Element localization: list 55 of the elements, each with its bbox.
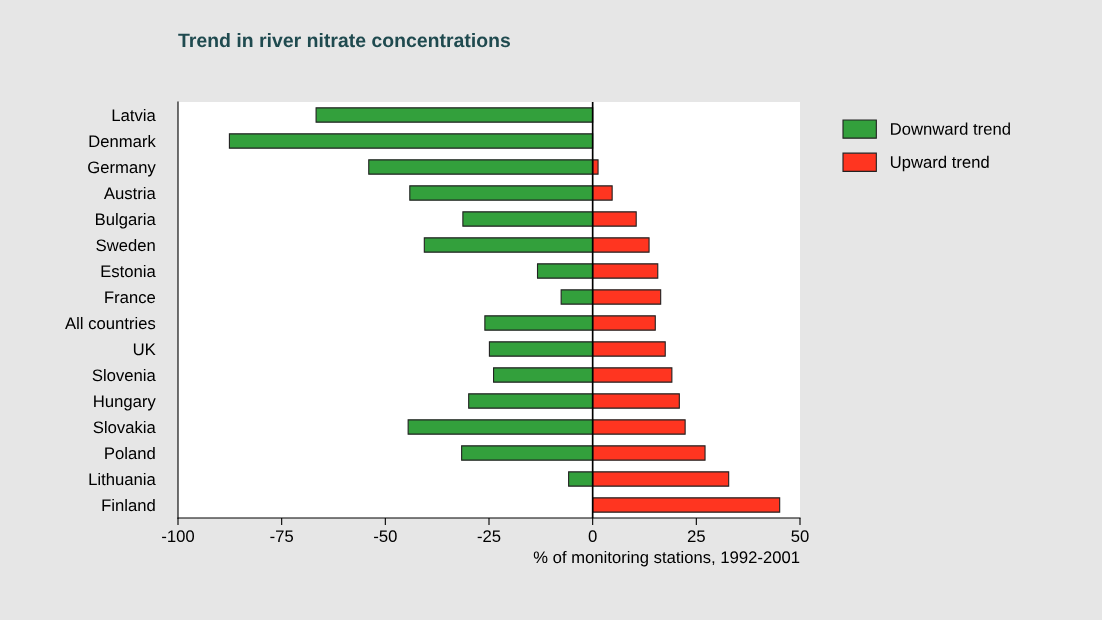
bar — [592, 471, 730, 487]
bar — [592, 237, 650, 253]
bar — [568, 471, 594, 487]
x-axis-title: % of monitoring stations, 1992-2001 — [533, 550, 800, 567]
y-tick-label: Germany — [88, 161, 156, 177]
chart-title: Trend in river nitrate concentrations — [178, 32, 510, 48]
bar — [493, 367, 594, 383]
bar — [368, 159, 594, 175]
bar — [315, 107, 594, 123]
bar — [592, 445, 706, 461]
x-tick-label: 50 — [791, 530, 809, 543]
y-tick-label: UK — [133, 343, 156, 356]
y-tick-label: Estonia — [101, 264, 156, 278]
y-tick-label: France — [105, 291, 156, 304]
y-tick-label: Slovakia — [93, 420, 156, 434]
bar — [560, 289, 594, 305]
y-tick-label: Lithuania — [89, 472, 156, 486]
bar — [484, 315, 594, 331]
bar — [468, 393, 594, 409]
bar — [228, 133, 594, 149]
y-tick-label: Finland — [102, 498, 155, 512]
x-tick-label: -50 — [374, 530, 397, 543]
bar — [592, 367, 673, 383]
bar — [423, 237, 594, 253]
bar — [462, 211, 594, 227]
y-tick-label: Bulgaria — [96, 212, 156, 229]
bar — [592, 211, 637, 227]
y-tick-label: Poland — [105, 446, 155, 460]
y-tick-label: All countries — [65, 316, 156, 330]
x-tick-label: -75 — [270, 530, 294, 543]
y-tick-label: Denmark — [89, 134, 156, 148]
bar — [592, 419, 686, 435]
bar — [592, 185, 613, 201]
y-tick-label: Austria — [103, 186, 156, 200]
x-tick-label: -25 — [477, 530, 501, 543]
bar — [592, 315, 656, 331]
bar — [536, 263, 594, 279]
x-tick-label: 25 — [687, 530, 705, 543]
y-tick-label: Slovenia — [92, 368, 156, 382]
bar — [592, 289, 662, 305]
legend-label: Upward trend — [890, 155, 989, 172]
legend-label: Downward trend — [891, 122, 1010, 135]
y-tick-label: Hungary — [94, 395, 156, 411]
bar — [409, 185, 594, 201]
bar — [461, 445, 594, 461]
x-tick-label: 0 — [588, 530, 597, 543]
bar — [592, 341, 666, 357]
bar — [407, 419, 594, 435]
x-tick-label: -100 — [162, 530, 195, 543]
y-tick-label: Sweden — [96, 238, 155, 252]
bar — [488, 341, 594, 357]
bar — [592, 393, 680, 409]
bar — [592, 263, 659, 279]
bar — [592, 497, 781, 513]
y-tick-label: Latvia — [112, 108, 156, 122]
